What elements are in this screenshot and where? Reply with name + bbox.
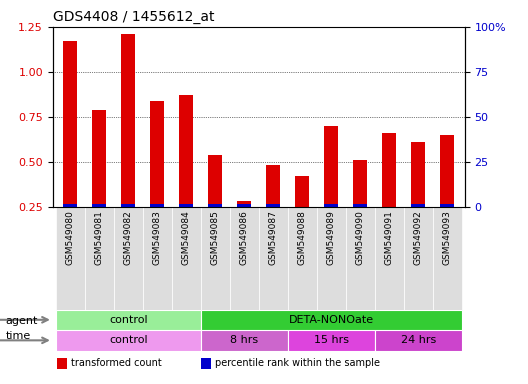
Text: GSM549093: GSM549093 bbox=[443, 210, 452, 265]
Bar bbox=[201, 330, 288, 351]
Text: GSM549085: GSM549085 bbox=[211, 210, 220, 265]
Bar bbox=[208, 204, 222, 208]
Bar bbox=[440, 204, 455, 207]
Bar bbox=[57, 358, 67, 369]
Text: GSM549092: GSM549092 bbox=[414, 210, 423, 265]
Bar bbox=[440, 135, 455, 207]
Text: GSM549080: GSM549080 bbox=[65, 210, 74, 265]
Text: GSM549081: GSM549081 bbox=[95, 210, 103, 265]
Text: control: control bbox=[109, 315, 147, 325]
Text: control: control bbox=[109, 335, 147, 345]
Bar bbox=[201, 358, 211, 369]
Text: 8 hrs: 8 hrs bbox=[230, 335, 258, 345]
FancyBboxPatch shape bbox=[143, 207, 172, 310]
Text: GSM549084: GSM549084 bbox=[182, 210, 191, 265]
Text: time: time bbox=[5, 331, 31, 341]
Bar bbox=[237, 204, 251, 208]
Bar bbox=[266, 204, 280, 208]
FancyBboxPatch shape bbox=[317, 207, 346, 310]
Text: GSM549083: GSM549083 bbox=[153, 210, 162, 265]
Bar bbox=[208, 155, 222, 207]
FancyBboxPatch shape bbox=[201, 207, 230, 310]
Text: GSM549091: GSM549091 bbox=[385, 210, 394, 265]
Bar bbox=[55, 330, 201, 351]
Text: transformed count: transformed count bbox=[71, 359, 162, 369]
Bar bbox=[201, 310, 462, 330]
Bar bbox=[324, 204, 338, 207]
FancyBboxPatch shape bbox=[55, 207, 84, 310]
FancyBboxPatch shape bbox=[404, 207, 433, 310]
Bar bbox=[324, 126, 338, 207]
Text: 15 hrs: 15 hrs bbox=[314, 335, 348, 345]
Bar bbox=[353, 160, 367, 207]
Bar bbox=[63, 41, 78, 207]
FancyBboxPatch shape bbox=[259, 207, 288, 310]
Bar bbox=[121, 34, 136, 207]
Text: GSM549087: GSM549087 bbox=[269, 210, 278, 265]
Bar bbox=[295, 176, 309, 207]
Text: GSM549086: GSM549086 bbox=[240, 210, 249, 265]
Text: 24 hrs: 24 hrs bbox=[401, 335, 436, 345]
Text: GSM549082: GSM549082 bbox=[124, 210, 133, 265]
Bar bbox=[63, 204, 78, 207]
Bar bbox=[179, 204, 193, 207]
Bar bbox=[179, 95, 193, 207]
Bar bbox=[288, 330, 375, 351]
Text: agent: agent bbox=[5, 316, 37, 326]
Text: percentile rank within the sample: percentile rank within the sample bbox=[215, 359, 381, 369]
Text: GSM549090: GSM549090 bbox=[356, 210, 365, 265]
Bar bbox=[92, 204, 107, 208]
FancyBboxPatch shape bbox=[346, 207, 375, 310]
Text: GSM549089: GSM549089 bbox=[327, 210, 336, 265]
Text: DETA-NONOate: DETA-NONOate bbox=[289, 315, 374, 325]
FancyBboxPatch shape bbox=[288, 207, 317, 310]
Bar bbox=[353, 204, 367, 208]
Bar bbox=[411, 204, 426, 208]
FancyBboxPatch shape bbox=[84, 207, 114, 310]
FancyBboxPatch shape bbox=[114, 207, 143, 310]
Bar bbox=[150, 101, 164, 207]
FancyBboxPatch shape bbox=[230, 207, 259, 310]
Text: GDS4408 / 1455612_at: GDS4408 / 1455612_at bbox=[53, 10, 214, 25]
Bar bbox=[237, 201, 251, 207]
Bar bbox=[375, 330, 462, 351]
FancyBboxPatch shape bbox=[172, 207, 201, 310]
Bar bbox=[121, 204, 136, 207]
Bar bbox=[411, 142, 426, 207]
FancyBboxPatch shape bbox=[433, 207, 462, 310]
Bar bbox=[266, 166, 280, 207]
Bar bbox=[150, 204, 164, 207]
Bar bbox=[382, 133, 397, 207]
FancyBboxPatch shape bbox=[375, 207, 404, 310]
Bar bbox=[55, 310, 201, 330]
Bar bbox=[92, 109, 107, 207]
Text: GSM549088: GSM549088 bbox=[298, 210, 307, 265]
